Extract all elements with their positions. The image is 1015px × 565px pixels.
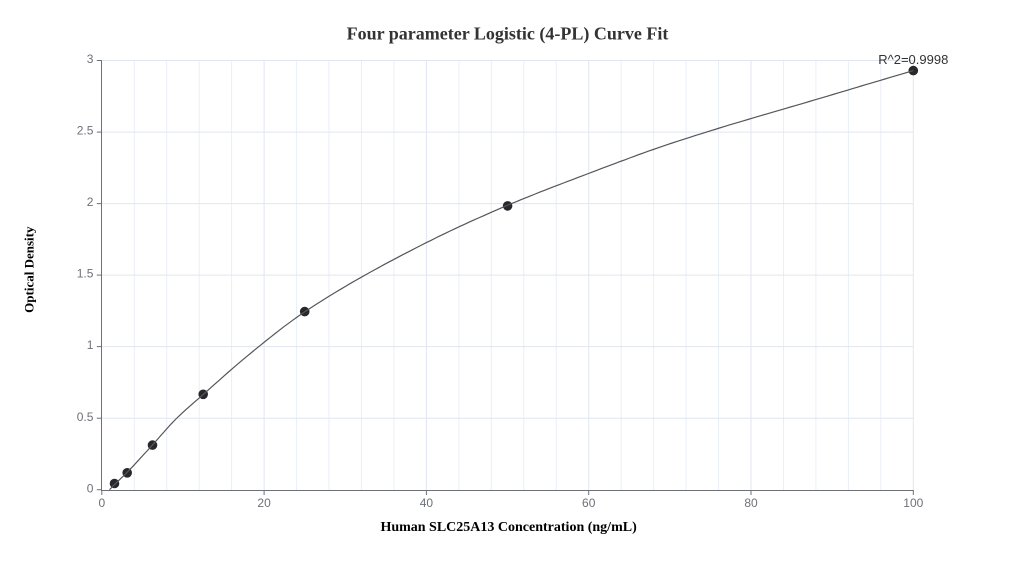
svg-text:40: 40: [420, 496, 434, 510]
svg-text:0: 0: [87, 481, 94, 495]
svg-text:1.5: 1.5: [77, 267, 94, 281]
svg-text:1: 1: [87, 338, 94, 352]
svg-text:0: 0: [98, 496, 105, 510]
svg-text:R^2=0.9998: R^2=0.9998: [878, 52, 948, 67]
svg-text:0.5: 0.5: [77, 410, 94, 424]
svg-text:3: 3: [87, 52, 94, 66]
svg-text:Optical Density: Optical Density: [21, 226, 36, 313]
svg-text:20: 20: [257, 496, 271, 510]
svg-text:60: 60: [582, 496, 596, 510]
svg-text:2.5: 2.5: [77, 124, 94, 138]
svg-text:Four parameter Logistic (4-PL): Four parameter Logistic (4-PL) Curve Fit: [347, 23, 669, 44]
svg-text:Human SLC25A13 Concentration (: Human SLC25A13 Concentration (ng/mL): [380, 520, 637, 535]
svg-text:2: 2: [87, 195, 94, 209]
svg-text:80: 80: [744, 496, 758, 510]
svg-text:100: 100: [903, 496, 923, 510]
